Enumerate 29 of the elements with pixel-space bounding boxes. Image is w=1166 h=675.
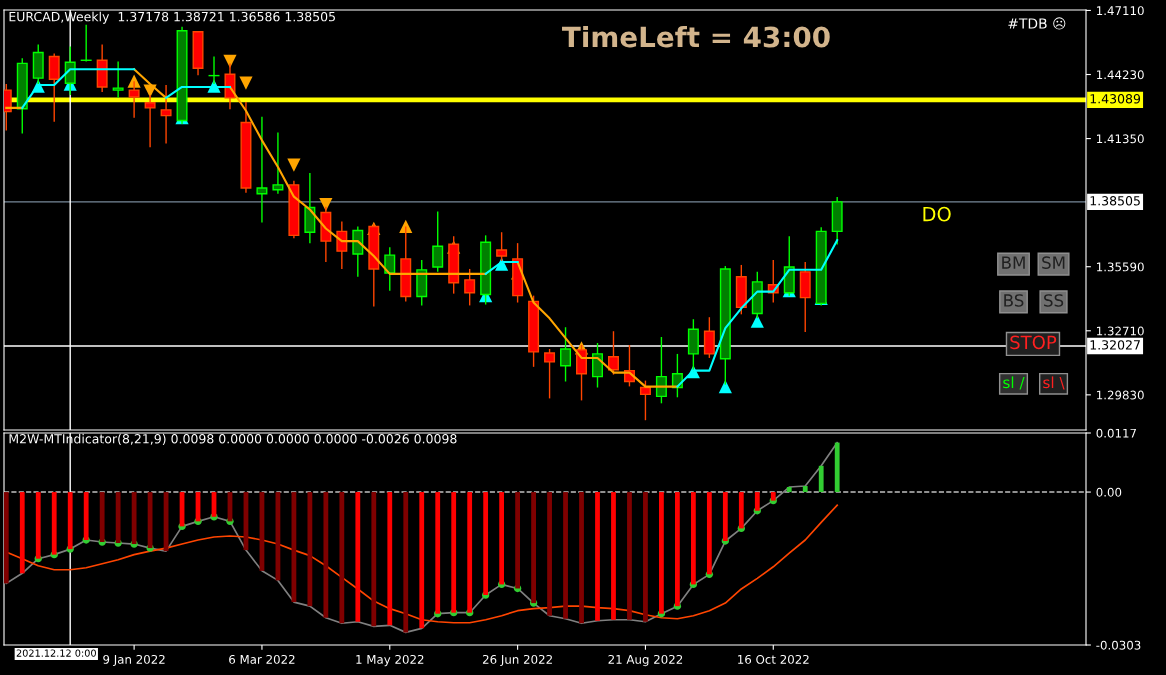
- x-tick-label: 6 Mar 2022: [229, 654, 295, 664]
- annotation: BM: [1002, 256, 1025, 269]
- y-tick-label: 1.35590: [1097, 262, 1144, 272]
- y-tick-label: 0.00: [1096, 487, 1122, 497]
- annotation: DO: [923, 206, 951, 222]
- annotation: SM: [1042, 256, 1065, 269]
- ref-line-label: 1.38505: [1090, 196, 1140, 206]
- ref-line-label: 2021.12.12 0:00: [16, 649, 96, 657]
- annotation: BS: [1004, 294, 1024, 307]
- x-tick-label: 21 Aug 2022: [608, 654, 683, 667]
- y-tick-label: 0.0117: [1096, 428, 1137, 438]
- x-tick-label: 16 Oct 2022: [738, 654, 809, 664]
- annotation: sl /: [1003, 376, 1025, 390]
- y-tick-label: 1.44230: [1097, 70, 1144, 80]
- annotation: TimeLeft = 43:00: [562, 25, 830, 48]
- x-tick-label: 26 Jun 2022: [482, 654, 552, 667]
- y-tick-label: -0.0303: [1096, 640, 1141, 650]
- annotation: SS: [1044, 294, 1064, 307]
- y-tick-label: 1.32710: [1097, 326, 1144, 336]
- y-tick-label: 1.29830: [1097, 390, 1144, 400]
- y-tick-label: 1.47110: [1097, 6, 1144, 16]
- y-tick-label: 1.41350: [1097, 134, 1144, 144]
- annotation: #TDB ☹: [1008, 17, 1066, 30]
- x-tick-label: 1 May 2022: [356, 654, 424, 667]
- annotation: sl \: [1043, 376, 1065, 390]
- x-tick-label: 9 Jan 2022: [103, 654, 165, 667]
- ref-line-label: 1.32027: [1090, 340, 1140, 350]
- ref-line-label: 1.43089: [1090, 94, 1141, 104]
- annotation: STOP: [1010, 335, 1057, 350]
